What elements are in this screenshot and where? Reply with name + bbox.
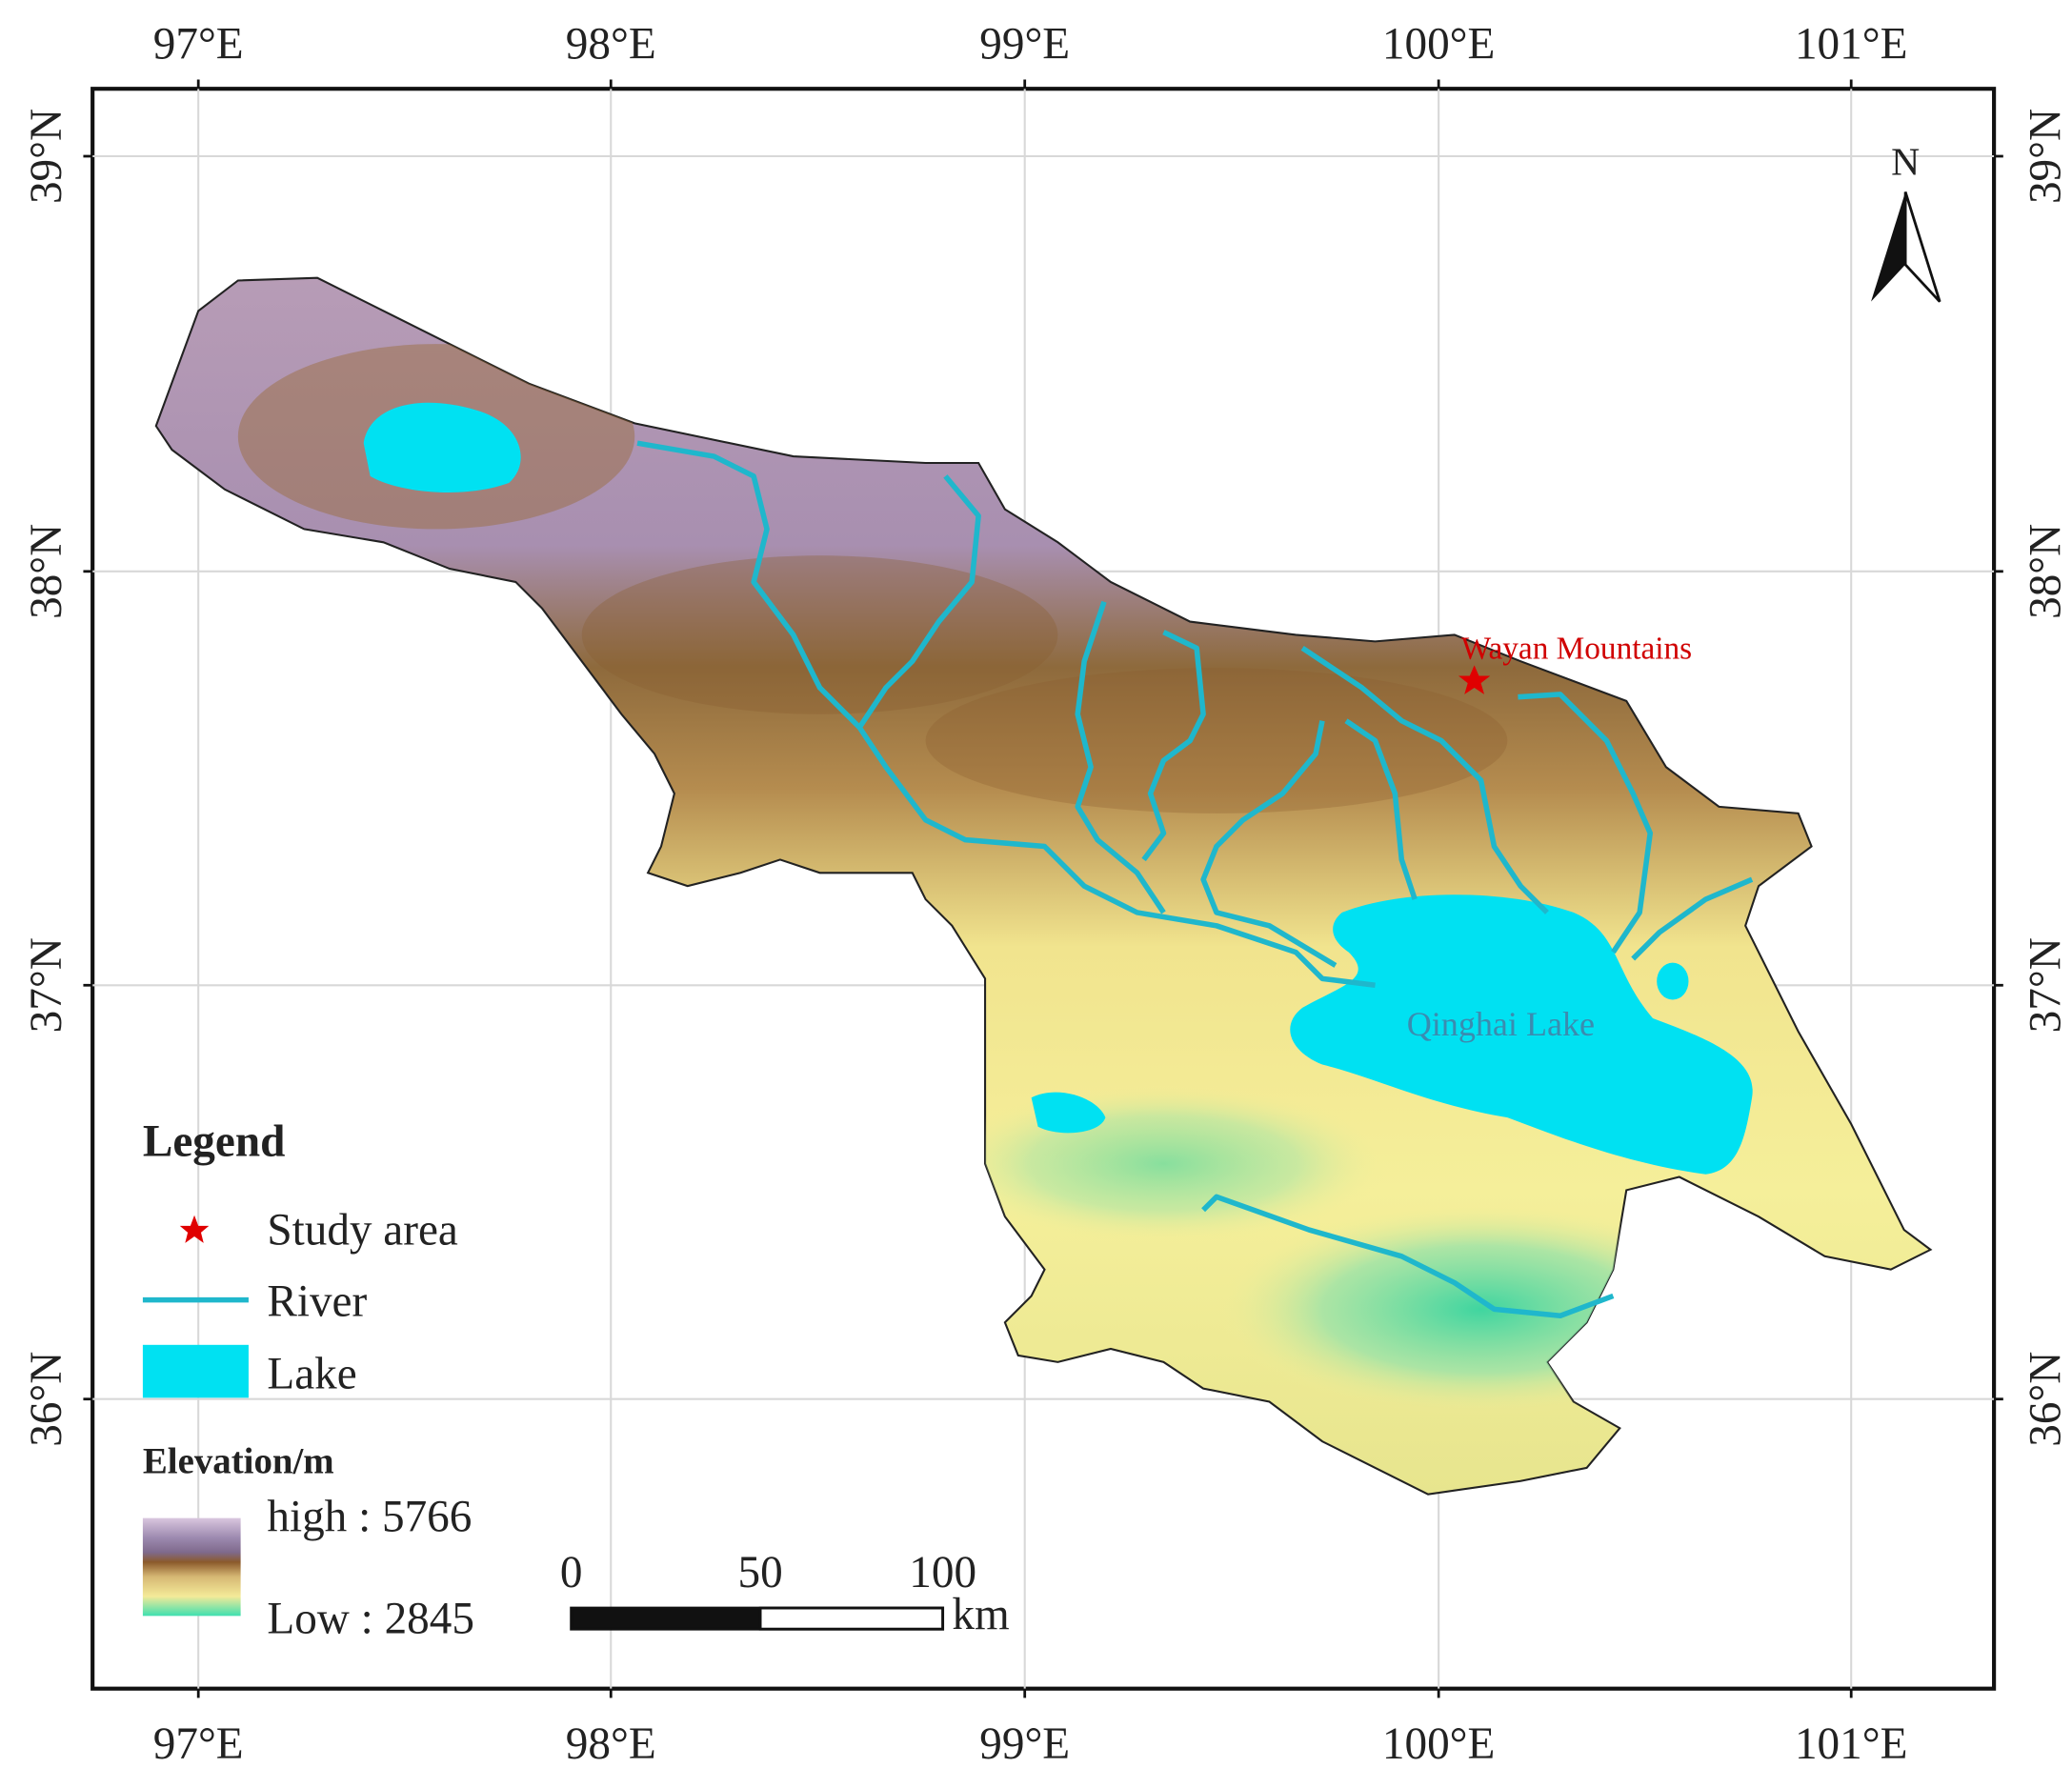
longitude-label: 100°E [1382, 1719, 1495, 1769]
lakes [363, 402, 1753, 1175]
scale-bar [570, 1606, 945, 1631]
legend-item: River [267, 1276, 367, 1326]
elevation-low: Low : 2845 [267, 1594, 474, 1643]
longitude-label: 100°E [1382, 19, 1495, 69]
north-label: N [1891, 140, 1920, 184]
legend-item: Study area [267, 1205, 458, 1255]
longitude-label: 97°E [153, 19, 244, 69]
study-site-marker [1458, 665, 1491, 694]
longitude-label: 101°E [1795, 19, 1907, 69]
scale-tick-label: 100 [909, 1548, 976, 1597]
elevation-ramp [142, 1517, 241, 1617]
scale-tick-label: 50 [738, 1548, 783, 1597]
scale-tick-label: 0 [560, 1548, 583, 1597]
longitude-label: 97°E [153, 1719, 244, 1769]
latitude-label: 36°N [22, 1352, 71, 1447]
elevation-title: Elevation/m [143, 1440, 334, 1481]
legend-lake [142, 1344, 249, 1398]
latitude-label: 36°N [2022, 1352, 2071, 1447]
longitude-label: 99°E [979, 19, 1070, 69]
latitude-label: 37°N [22, 937, 71, 1033]
legend-title: Legend [143, 1116, 285, 1166]
latitude-label: 38°N [2022, 524, 2071, 619]
legend-star [179, 1215, 210, 1243]
legend-item: Lake [267, 1350, 356, 1399]
study-site-label: Wayan Mountains [1461, 631, 1692, 666]
rivers [636, 440, 1754, 1319]
longitude-label: 101°E [1795, 1719, 1907, 1769]
latitude-label: 38°N [22, 524, 71, 619]
longitude-label: 98°E [566, 1719, 656, 1769]
longitude-label: 98°E [566, 19, 656, 69]
elevation-high: high : 5766 [267, 1493, 472, 1542]
latitude-label: 37°N [2022, 937, 2071, 1033]
longitude-label: 99°E [979, 1719, 1070, 1769]
north-arrow [1871, 191, 1941, 303]
lake-label: Qinghai Lake [1407, 1005, 1595, 1043]
scale-unit: km [952, 1590, 1009, 1639]
latitude-label: 39°N [22, 109, 71, 204]
latitude-label: 39°N [2022, 109, 2071, 204]
